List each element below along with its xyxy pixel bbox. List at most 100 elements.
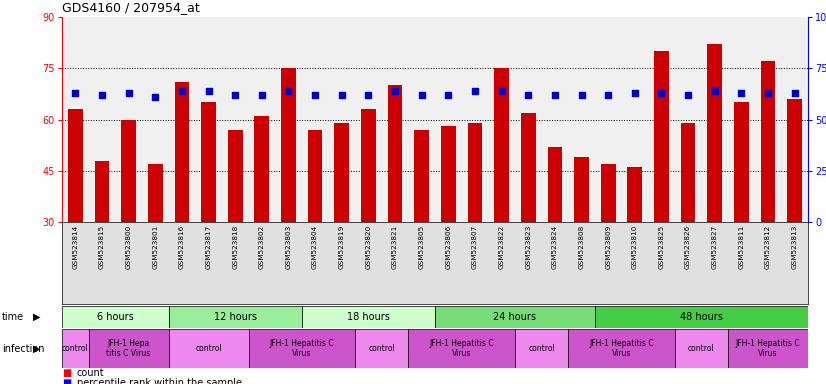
Text: JFH-1 Hepatitis C
Virus: JFH-1 Hepatitis C Virus (589, 339, 654, 358)
Bar (415, 130, 429, 324)
Bar (387, 85, 402, 324)
Point (762, 90, 775, 96)
Text: GSM523807: GSM523807 (472, 225, 478, 269)
Text: ■: ■ (62, 368, 71, 378)
Text: GSM523808: GSM523808 (578, 225, 585, 269)
Bar (574, 157, 589, 324)
Point (308, 92, 321, 98)
Point (149, 94, 162, 100)
Point (468, 88, 482, 94)
Text: JFH-1 Hepatitis C
Virus: JFH-1 Hepatitis C Virus (430, 339, 494, 358)
Point (282, 88, 295, 94)
Bar (675, 329, 728, 368)
Point (415, 92, 429, 98)
Bar (521, 113, 535, 324)
Text: GSM523819: GSM523819 (339, 225, 344, 269)
Bar (494, 68, 509, 324)
Point (95, 92, 108, 98)
Text: GSM523823: GSM523823 (525, 225, 531, 269)
Text: count: count (77, 368, 105, 378)
Bar (408, 329, 515, 368)
Text: GSM523810: GSM523810 (632, 225, 638, 269)
Bar (174, 82, 189, 324)
Point (229, 92, 242, 98)
Bar (787, 99, 802, 324)
Text: GSM523809: GSM523809 (605, 225, 611, 269)
Point (601, 92, 615, 98)
Text: control: control (62, 344, 88, 353)
Text: GSM523803: GSM523803 (286, 225, 292, 269)
Bar (88, 329, 169, 368)
Bar (681, 123, 695, 324)
Text: GDS4160 / 207954_at: GDS4160 / 207954_at (62, 1, 200, 14)
Text: GSM523806: GSM523806 (445, 225, 451, 269)
Text: time: time (2, 312, 24, 322)
Bar (728, 329, 808, 368)
Text: control: control (528, 344, 555, 353)
Bar (734, 103, 748, 324)
Text: GSM523817: GSM523817 (206, 225, 211, 269)
Text: GSM523804: GSM523804 (312, 225, 318, 269)
Point (69, 90, 82, 96)
Point (335, 92, 349, 98)
Text: JFH-1 Hepatitis C
Virus: JFH-1 Hepatitis C Virus (736, 339, 800, 358)
Point (362, 92, 375, 98)
Bar (68, 109, 83, 324)
Bar (249, 329, 355, 368)
Bar (335, 123, 349, 324)
Point (629, 90, 642, 96)
Text: GSM523822: GSM523822 (499, 225, 505, 269)
Text: GSM523811: GSM523811 (738, 225, 744, 269)
Point (575, 92, 588, 98)
Text: 6 hours: 6 hours (97, 312, 134, 322)
Point (255, 92, 268, 98)
Text: GSM523815: GSM523815 (99, 225, 105, 269)
Text: GSM523826: GSM523826 (685, 225, 691, 269)
Text: GSM523802: GSM523802 (259, 225, 265, 269)
Text: GSM523816: GSM523816 (179, 225, 185, 269)
Point (735, 90, 748, 96)
Point (122, 90, 135, 96)
Point (495, 88, 508, 94)
Text: 18 hours: 18 hours (347, 312, 390, 322)
Text: JFH-1 Hepatitis C
Virus: JFH-1 Hepatitis C Virus (269, 339, 334, 358)
Text: ▶: ▶ (33, 344, 40, 354)
Text: GSM523821: GSM523821 (392, 225, 398, 269)
Bar (62, 306, 169, 328)
Bar (654, 51, 669, 324)
Bar (568, 329, 675, 368)
Bar (435, 306, 595, 328)
Point (175, 88, 188, 94)
Bar (441, 126, 456, 324)
Text: GSM523825: GSM523825 (658, 225, 664, 269)
Bar (361, 109, 376, 324)
Text: GSM523820: GSM523820 (365, 225, 372, 269)
Text: percentile rank within the sample: percentile rank within the sample (77, 378, 242, 384)
Bar (301, 306, 435, 328)
Text: GSM523813: GSM523813 (791, 225, 798, 269)
Bar (202, 103, 216, 324)
Bar (169, 306, 301, 328)
Bar (148, 164, 163, 324)
Text: control: control (368, 344, 395, 353)
Point (442, 92, 455, 98)
Text: ▶: ▶ (33, 312, 40, 322)
Bar (62, 329, 88, 368)
Point (522, 92, 535, 98)
Text: 48 hours: 48 hours (680, 312, 723, 322)
Text: GSM523827: GSM523827 (712, 225, 718, 269)
Text: JFH-1 Hepa
titis C Virus: JFH-1 Hepa titis C Virus (107, 339, 150, 358)
Bar (601, 164, 615, 324)
Point (708, 88, 721, 94)
Point (655, 90, 668, 96)
Point (548, 92, 562, 98)
Text: GSM523812: GSM523812 (765, 225, 771, 269)
Bar (308, 130, 322, 324)
Bar (761, 61, 776, 324)
Text: 24 hours: 24 hours (493, 312, 536, 322)
Bar (121, 119, 136, 324)
Bar (595, 306, 808, 328)
Bar (95, 161, 109, 324)
Bar (707, 44, 722, 324)
Text: GSM523805: GSM523805 (419, 225, 425, 269)
